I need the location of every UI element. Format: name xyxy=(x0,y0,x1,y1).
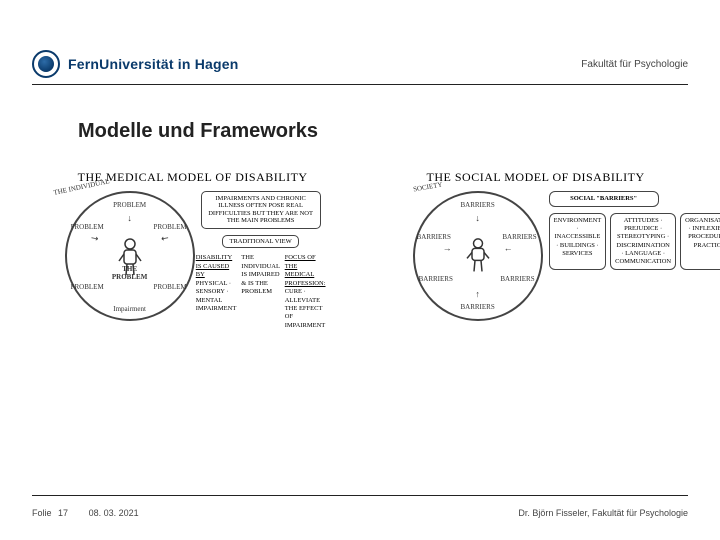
medical-model-title: THE MEDICAL MODEL OF DISABILITY xyxy=(78,170,308,185)
slide-label: Folie xyxy=(32,508,52,518)
center-label: THE PROBLEM xyxy=(110,265,150,281)
medical-model-block: THE MEDICAL MODEL OF DISABILITY THE INDI… xyxy=(20,170,365,330)
bullets-left: DISABILITY IS CAUSED BY PHYSICAL · SENSO… xyxy=(196,254,237,330)
bullets-mid: THE INDIVIDUAL IS IMPAIRED & IS THE PROB… xyxy=(241,254,279,330)
radial-label: BARRIERS xyxy=(500,275,534,283)
footer-left: Folie 17 08. 03. 2021 xyxy=(32,508,157,518)
radial-label: BARRIERS xyxy=(419,275,453,283)
radial-label: BARRIERS xyxy=(502,233,536,241)
slide-number: 17 xyxy=(58,508,68,518)
radial-label: Impairment xyxy=(113,305,146,313)
radial-label: PROBLEM xyxy=(113,201,146,209)
header-divider xyxy=(32,84,688,85)
arrow-icon: ↘ xyxy=(88,232,100,245)
radial-label: PROBLEM xyxy=(154,283,187,291)
cluster-attitudes: ATTITUDES · PREJUDICE · STEREOTYPING · D… xyxy=(610,213,676,270)
bullets-right: FOCUS OF THE MEDICAL PROFESSION: CURE · … xyxy=(285,254,326,330)
footer-divider xyxy=(32,495,688,496)
radial-label: BARRIERS xyxy=(460,303,494,311)
cluster-organisations: ORGANISATIONS · INFLEXIBLE · PROCEDURES … xyxy=(680,213,720,270)
diagram-area: THE MEDICAL MODEL OF DISABILITY THE INDI… xyxy=(20,170,700,360)
note-box-traditional-view: TRADITIONAL VIEW xyxy=(222,235,298,248)
radial-label: PROBLEM xyxy=(71,223,104,231)
medical-circle: THE INDIVIDUAL PROBLEM ↓ PROBLEM ↙ PROBL… xyxy=(65,191,195,321)
faculty-label: Fakultät für Psychologie xyxy=(581,59,688,70)
logo-globe-icon xyxy=(32,50,60,78)
radial-label: BARRIERS xyxy=(417,233,451,241)
slide-header: FernUniversität in Hagen Fakultät für Ps… xyxy=(32,50,688,78)
social-model-title: THE SOCIAL MODEL OF DISABILITY xyxy=(427,170,645,185)
slide-footer: Folie 17 08. 03. 2021 Dr. Björn Fisseler… xyxy=(32,508,688,518)
medical-notes-column: IMPAIRMENTS AND CHRONIC ILLNESS OFTEN PO… xyxy=(201,191,321,330)
social-barriers-column: SOCIAL "BARRIERS" ENVIRONMENT · INACCESS… xyxy=(549,191,659,270)
slide-title: Modelle und Frameworks xyxy=(78,120,318,143)
social-barriers-heading: SOCIAL "BARRIERS" xyxy=(549,191,659,207)
radial-label: PROBLEM xyxy=(154,223,187,231)
university-logo: FernUniversität in Hagen xyxy=(32,50,239,78)
radial-label: PROBLEM xyxy=(71,283,104,291)
cluster-environment: ENVIRONMENT · INACCESSIBLE · BUILDINGS ·… xyxy=(549,213,607,270)
person-icon xyxy=(465,237,491,273)
radial-label: BARRIERS xyxy=(460,201,494,209)
arrow-up-icon: ↑ xyxy=(475,289,480,299)
note-box-impairments: IMPAIRMENTS AND CHRONIC ILLNESS OFTEN PO… xyxy=(201,191,321,229)
arrow-down-icon: ↓ xyxy=(475,213,480,223)
footer-author: Dr. Björn Fisseler, Fakultät für Psychol… xyxy=(518,508,688,518)
social-circle: SOCIETY BARRIERS ↓ BARRIERS ← BARRIERS →… xyxy=(413,191,543,321)
arrow-down-icon: ↓ xyxy=(127,213,132,223)
logo-text: FernUniversität in Hagen xyxy=(68,56,239,72)
arrow-icon: ← xyxy=(504,243,513,253)
arrow-icon: ↙ xyxy=(159,232,171,245)
social-model-block: THE SOCIAL MODEL OF DISABILITY SOCIETY B… xyxy=(371,170,700,321)
social-circle-top-label: SOCIETY xyxy=(412,180,443,193)
arrow-icon: → xyxy=(443,243,452,253)
slide-date: 08. 03. 2021 xyxy=(89,508,139,518)
